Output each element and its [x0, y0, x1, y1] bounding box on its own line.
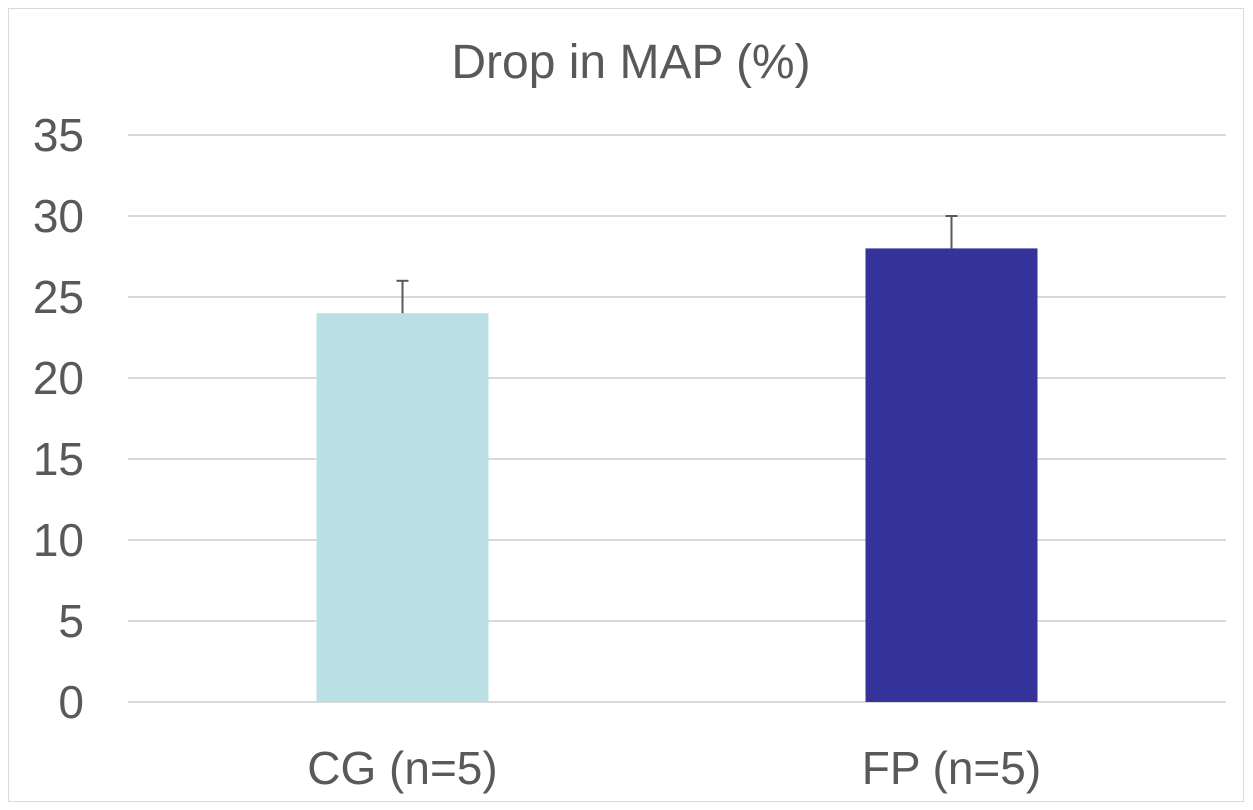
x-category-label: FP (n=5) — [862, 742, 1041, 794]
x-category-label: CG (n=5) — [307, 742, 497, 794]
y-tick-label: 15 — [33, 433, 84, 485]
y-tick-label: 5 — [58, 595, 84, 647]
y-tick-label: 10 — [33, 514, 84, 566]
chart-title: Drop in MAP (%) — [451, 36, 810, 89]
y-tick-label: 20 — [33, 352, 84, 404]
bar-cg — [316, 313, 489, 702]
bars — [316, 248, 1038, 702]
y-axis-tick-labels: 0 5 10 15 20 25 30 35 — [33, 109, 84, 728]
y-tick-label: 35 — [33, 109, 84, 161]
y-tick-label: 30 — [33, 190, 84, 242]
chart-frame — [8, 8, 1244, 802]
gridlines — [128, 134, 1226, 703]
y-tick-label: 25 — [33, 271, 84, 323]
y-tick-label: 0 — [58, 676, 84, 728]
bar-fp — [865, 248, 1038, 702]
x-axis-category-labels: CG (n=5) FP (n=5) — [307, 742, 1041, 794]
error-bars — [396, 215, 958, 314]
